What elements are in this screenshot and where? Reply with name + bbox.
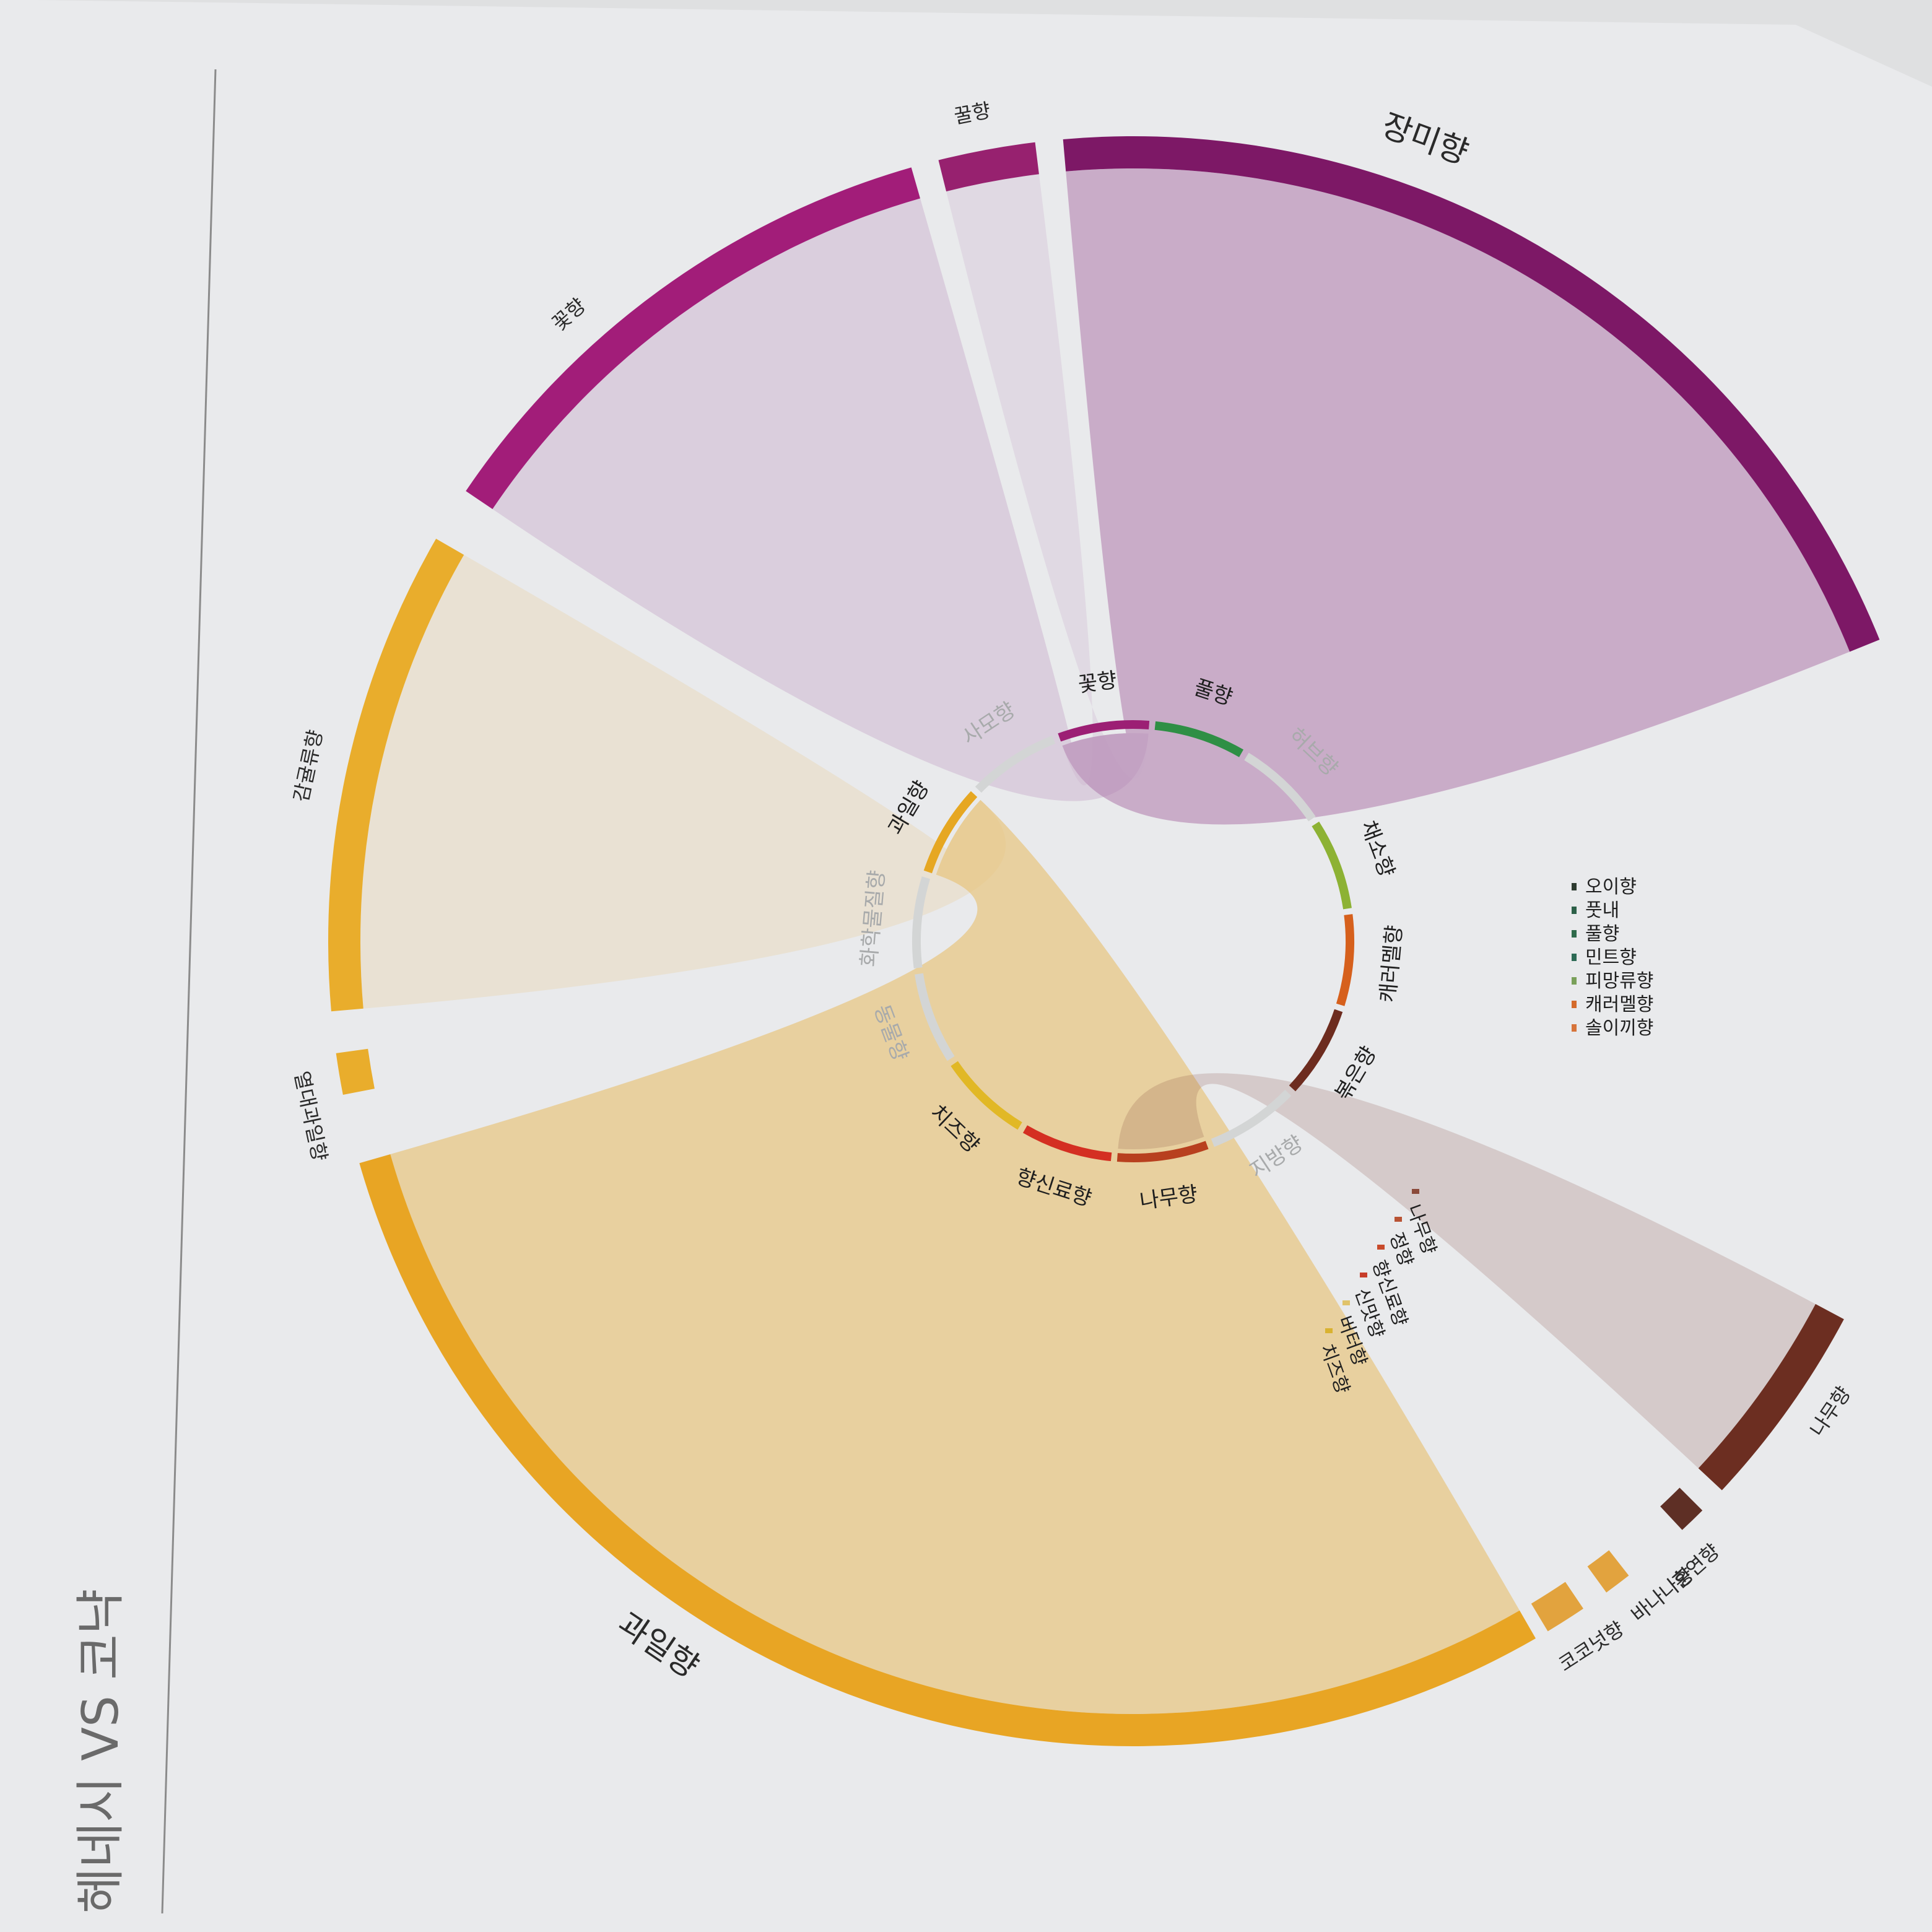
inner-category-ring	[912, 720, 1354, 1162]
bottom-item-tick-2	[1360, 1273, 1367, 1277]
inner-arc-7	[1022, 1125, 1112, 1162]
bottom-item-tick-5	[1412, 1189, 1419, 1194]
page-title: 헤네시 VS 코냑	[72, 1589, 129, 1913]
right-item-label-6: 솔이끼향	[1585, 1017, 1653, 1039]
inner-arc-6	[1116, 1141, 1209, 1162]
ribbon-wood	[1118, 1073, 1816, 1469]
right-item-tick-2	[1572, 930, 1577, 938]
inner-arc-10	[912, 876, 931, 968]
bottom-item-tick-3	[1377, 1245, 1385, 1250]
right-item-tick-0	[1572, 883, 1577, 890]
bottom-item-tick-4	[1395, 1217, 1402, 1222]
inner-arc-5	[1211, 1089, 1292, 1147]
inner-arc-11	[923, 791, 978, 874]
ribbon-citrus	[360, 555, 1006, 1009]
right-item-label-2: 풀향	[1585, 923, 1619, 945]
inner-arc-3	[1336, 914, 1354, 1006]
right-item-label-0: 오이향	[1585, 876, 1637, 898]
outer-arc-flower	[466, 167, 921, 510]
outer-arc-coconut	[1531, 1582, 1583, 1632]
ribbon-flower	[492, 198, 1149, 801]
inner-arc-12	[975, 735, 1056, 793]
right-item-tick-4	[1572, 977, 1577, 985]
inner-arc-2	[1312, 821, 1352, 910]
outer-arc-tropical	[336, 1048, 375, 1095]
right-item-label-5: 캐러멜향	[1585, 994, 1653, 1016]
inner-arc-0	[1154, 721, 1244, 757]
outer-arc-wood	[1698, 1303, 1844, 1490]
inner-arc-13	[1058, 720, 1150, 742]
paper-fold-shadow	[0, 0, 1932, 87]
right-item-tick-1	[1572, 907, 1577, 914]
outer-arc-fruit	[359, 1154, 1536, 1746]
outer-arc-banana	[1587, 1550, 1629, 1593]
inner-arc-4	[1289, 1009, 1343, 1092]
ribbon-tea	[946, 174, 1149, 786]
outer-arcs	[328, 136, 1880, 1746]
inner-arc-9	[915, 973, 955, 1061]
inner-label-13: 꽃향	[1077, 668, 1118, 697]
outer-arc-rose	[1063, 136, 1880, 652]
bottom-item-tick-0	[1325, 1328, 1333, 1333]
right-item-tick-3	[1572, 954, 1577, 961]
inner-arc-8	[951, 1061, 1022, 1130]
page-margin-line	[161, 69, 217, 1914]
outer-arc-citrus	[328, 539, 464, 1012]
right-item-label-4: 피망류향	[1585, 970, 1653, 992]
outer-arc-tea	[938, 142, 1039, 192]
right-item-label-3: 민트향	[1585, 947, 1637, 968]
ribbon-rose	[1062, 168, 1850, 825]
ribbon-fruit	[390, 799, 1520, 1714]
right-item-tick-5	[1572, 1001, 1577, 1008]
chord-ribbons	[360, 168, 1850, 1714]
bottom-item-tick-1	[1342, 1300, 1350, 1305]
small-item-ticks	[1325, 883, 1577, 1333]
outer-arc-smoke	[1660, 1487, 1703, 1530]
right-item-tick-6	[1572, 1024, 1577, 1032]
inner-arc-1	[1244, 752, 1316, 822]
right-item-label-1: 풋내	[1585, 900, 1619, 921]
